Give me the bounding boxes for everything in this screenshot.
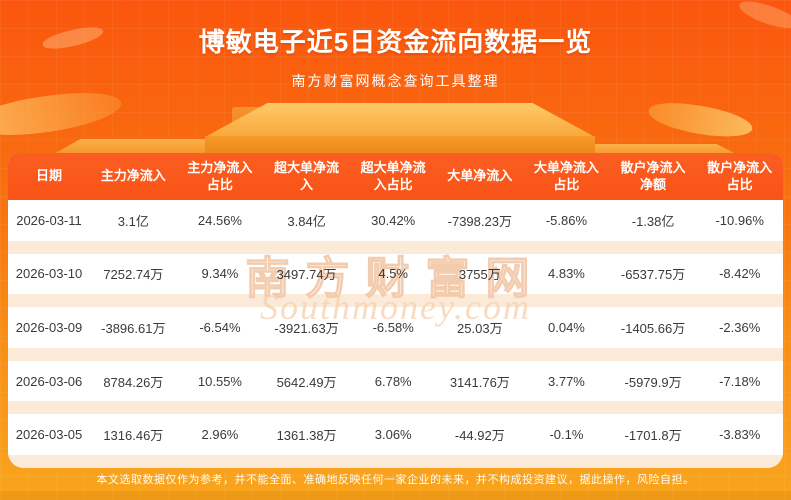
value-cell: 30.42% xyxy=(371,212,416,228)
value-cell: -44.92万 xyxy=(454,428,505,444)
value-cell: -3.83% xyxy=(719,427,761,443)
value-cell: 3.84亿 xyxy=(287,213,326,229)
value-cell: 24.56% xyxy=(197,212,242,228)
value-cell: -5979.9万 xyxy=(624,374,682,390)
value-cell: 1316.46万 xyxy=(103,428,164,444)
value-cell: 25.03万 xyxy=(457,320,503,336)
value-cell: -0.1% xyxy=(549,427,584,443)
date-cell: 2026-03-11 xyxy=(16,212,82,228)
value-cell: -1.38亿 xyxy=(631,213,675,229)
value-cell: -1701.8万 xyxy=(624,428,682,444)
value-cell: -5.86% xyxy=(545,212,588,228)
column-header: 主力净流入 xyxy=(100,168,166,184)
value-cell: -3896.61万 xyxy=(101,320,166,336)
date-cell: 2026-03-06 xyxy=(15,373,83,389)
table-row: 2026-03-10 7252.74万 9.34% 3497.74万 4.5% 3755万… xyxy=(8,253,783,308)
table-row: 2026-03-09 -3896.61万 -6.54% -3921.63万 -6.58%… xyxy=(8,307,783,361)
leaf-decoration-icon xyxy=(0,84,124,144)
fund-flow-table: 日期 主力净流入 主力净流入占比 超大单净流入 超大单净流入占比 大单净流入 大单净流入占比… xyxy=(8,153,783,468)
table-header-row: 日期 主力净流入 主力净流入占比 超大单净流入 超大单净流入占比 大单净流入 大单净流入占比… xyxy=(8,153,783,200)
value-cell: -1405.66万 xyxy=(620,320,686,336)
podium-center-front-decoration xyxy=(205,136,595,158)
column-header: 超大单净流入 xyxy=(274,160,340,192)
leaf-decoration-icon xyxy=(646,97,755,143)
date-cell: 2026-03-05 xyxy=(15,427,83,443)
value-cell: -6.58% xyxy=(372,319,414,335)
column-header: 散户净流入净额 xyxy=(620,160,686,192)
value-cell: 4.83% xyxy=(548,266,585,282)
date-cell: 2026-03-09 xyxy=(15,319,83,335)
value-cell: -8.42% xyxy=(719,266,761,282)
value-cell: 1361.38万 xyxy=(276,428,337,444)
value-cell: 3.1亿 xyxy=(117,213,149,229)
table-row: 2026-03-05 1316.46万 2.96% 1361.38万 3.06% -44.… xyxy=(8,414,783,468)
value-cell: -6537.75万 xyxy=(620,267,686,283)
disclaimer-text: 本文选取数据仅作为参考，并不能全面、准确地反映任何一家企业的未来，并不构成投资建… xyxy=(96,474,695,486)
bottom-strip-decoration xyxy=(0,491,791,500)
value-cell: 9.34% xyxy=(201,266,239,282)
value-cell: 6.78% xyxy=(374,373,412,389)
podium-center-top-decoration xyxy=(205,103,595,137)
value-cell: -2.36% xyxy=(719,319,761,335)
value-cell: 3755万 xyxy=(458,267,501,283)
value-cell: -6.54% xyxy=(199,319,241,335)
value-cell: -3921.63万 xyxy=(274,320,339,336)
column-header: 超大单净流入占比 xyxy=(360,160,426,192)
column-header: 大单净流入占比 xyxy=(533,160,599,192)
value-cell: 10.55% xyxy=(197,373,242,389)
value-cell: 3497.74万 xyxy=(276,267,337,283)
table-row: 2026-03-06 8784.26万 10.55% 5642.49万 6.78% 314… xyxy=(8,360,783,415)
value-cell: 0.04% xyxy=(548,319,585,335)
value-cell: 5642.49万 xyxy=(276,374,337,390)
column-header: 主力净流入占比 xyxy=(187,160,253,192)
column-header: 大单净流入 xyxy=(447,168,513,184)
value-cell: 8784.26万 xyxy=(103,374,164,390)
value-cell: -7.18% xyxy=(719,373,761,389)
value-cell: 2.96% xyxy=(201,427,239,443)
value-cell: 3.06% xyxy=(374,427,412,443)
column-header: 日期 xyxy=(35,168,62,184)
column-header: 散户净流入占比 xyxy=(707,160,773,192)
value-cell: 3141.76万 xyxy=(449,374,510,390)
value-cell: 7252.74万 xyxy=(103,267,164,283)
table-row: 2026-03-11 3.1亿 24.56% 3.84亿 30.42% -7398.23万… xyxy=(8,200,783,254)
value-cell: -10.96% xyxy=(715,212,764,228)
page-title: 博敏电子近5日资金流向数据一览 xyxy=(198,27,593,57)
page-subtitle: 南方财富网概念查询工具整理 xyxy=(291,73,500,89)
value-cell: 4.5% xyxy=(378,266,408,282)
value-cell: -7398.23万 xyxy=(447,213,512,229)
date-cell: 2026-03-10 xyxy=(15,266,83,282)
value-cell: 3.77% xyxy=(548,373,585,389)
table-body: 南方财富网 Southmoney.com 2026-03-11 3.1亿 24.56… xyxy=(8,200,783,468)
